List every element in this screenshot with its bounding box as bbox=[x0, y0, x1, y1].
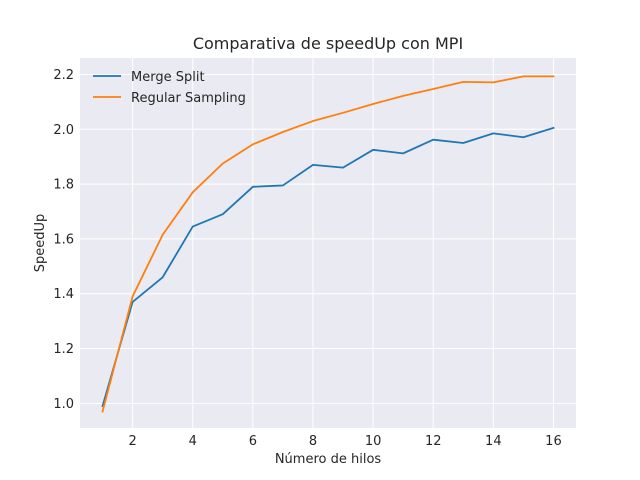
x-axis-label: Número de hilos bbox=[275, 452, 382, 467]
plot-area bbox=[80, 58, 576, 428]
x-tick-label: 2 bbox=[128, 434, 136, 449]
chart-title: Comparativa de speedUp con MPI bbox=[193, 34, 463, 53]
y-tick-label: 1.8 bbox=[53, 178, 74, 193]
x-tick-label: 8 bbox=[309, 434, 317, 449]
x-tick-label: 16 bbox=[545, 434, 562, 449]
y-tick-label: 1.2 bbox=[53, 342, 74, 357]
y-axis-label: SpeedUp bbox=[33, 214, 48, 273]
x-tick-label: 6 bbox=[249, 434, 257, 449]
y-tick-label: 1.6 bbox=[53, 232, 74, 247]
y-tick-label: 2.2 bbox=[53, 68, 74, 83]
legend-label-merge-split: Merge Split bbox=[131, 70, 205, 85]
series-line-merge-split bbox=[101, 126, 555, 408]
grid-lines bbox=[80, 58, 576, 428]
x-tick-label: 14 bbox=[485, 434, 502, 449]
y-tick-labels: 1.0 1.2 1.4 1.6 1.8 2.0 2.2 bbox=[53, 68, 74, 412]
series-group bbox=[101, 75, 555, 413]
x-tick-label: 4 bbox=[189, 434, 197, 449]
x-tick-label: 10 bbox=[365, 434, 382, 449]
y-tick-label: 2.0 bbox=[53, 123, 74, 138]
y-tick-label: 1.4 bbox=[53, 287, 74, 302]
legend-label-regular-sampling: Regular Sampling bbox=[131, 91, 246, 106]
y-tick-label: 1.0 bbox=[53, 397, 74, 412]
series-line-regular-sampling bbox=[101, 75, 555, 413]
x-tick-label: 12 bbox=[425, 434, 442, 449]
x-tick-labels: 2 4 6 8 10 12 14 16 bbox=[128, 434, 561, 449]
legend: Merge Split Regular Sampling bbox=[93, 70, 246, 106]
